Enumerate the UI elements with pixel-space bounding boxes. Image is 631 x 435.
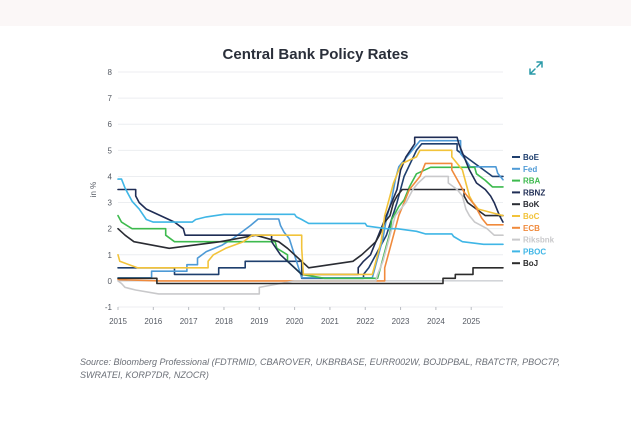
legend-label-pboc: PBOC [523,247,546,256]
y-tick-label: 6 [108,120,113,129]
source-note: Source: Bloomberg Professional (FDTRMID,… [80,357,560,380]
y-tick-label: 5 [108,146,113,155]
series-line-boj [117,266,504,285]
x-tick-label: 2016 [144,317,162,326]
chart-card [0,26,631,435]
series-line-boc [117,149,504,276]
y-tick-label: 4 [108,172,113,181]
y-axis-label: in % [89,182,98,198]
y-tick-label: -1 [105,303,113,312]
y-tick-label: 7 [108,94,113,103]
series-line-rbnz [117,136,504,276]
y-tick-label: 3 [108,199,113,208]
legend-label-riksbnk: Riksbnk [523,236,555,245]
series-line-pboc [117,178,504,246]
series-line-ecb [117,162,504,282]
legend-label-rbnz: RBNZ [523,188,545,197]
chart-title: Central Bank Policy Rates [222,46,409,63]
y-tick-label: 2 [108,225,113,234]
legend-label-bok: BoK [523,200,540,209]
y-tick-label: 0 [108,277,113,286]
x-tick-label: 2015 [109,317,127,326]
legend-label-boj: BoJ [523,259,538,268]
y-tick-label: 1 [108,251,113,260]
series-line-riksbnk [117,175,504,295]
x-tick-label: 2018 [215,317,233,326]
legend-label-boe: BoE [523,153,540,162]
x-tick-label: 2025 [462,317,480,326]
x-tick-label: 2020 [286,317,304,326]
expand-icon[interactable] [528,60,544,76]
x-tick-label: 2017 [180,317,198,326]
x-tick-label: 2019 [250,317,268,326]
legend-label-boc: BoC [523,212,540,221]
x-tick-label: 2023 [392,317,410,326]
series-line-boe [117,143,504,280]
x-tick-label: 2022 [356,317,374,326]
y-tick-label: 8 [108,68,113,77]
x-tick-label: 2024 [427,317,445,326]
legend-label-rba: RBA [523,177,541,186]
legend-label-ecb: ECB [523,224,540,233]
legend-label-fed: Fed [523,165,537,174]
series-line-bok [117,188,504,269]
series-line-fed [117,139,504,279]
top-band [0,0,631,26]
x-tick-label: 2021 [321,317,339,326]
